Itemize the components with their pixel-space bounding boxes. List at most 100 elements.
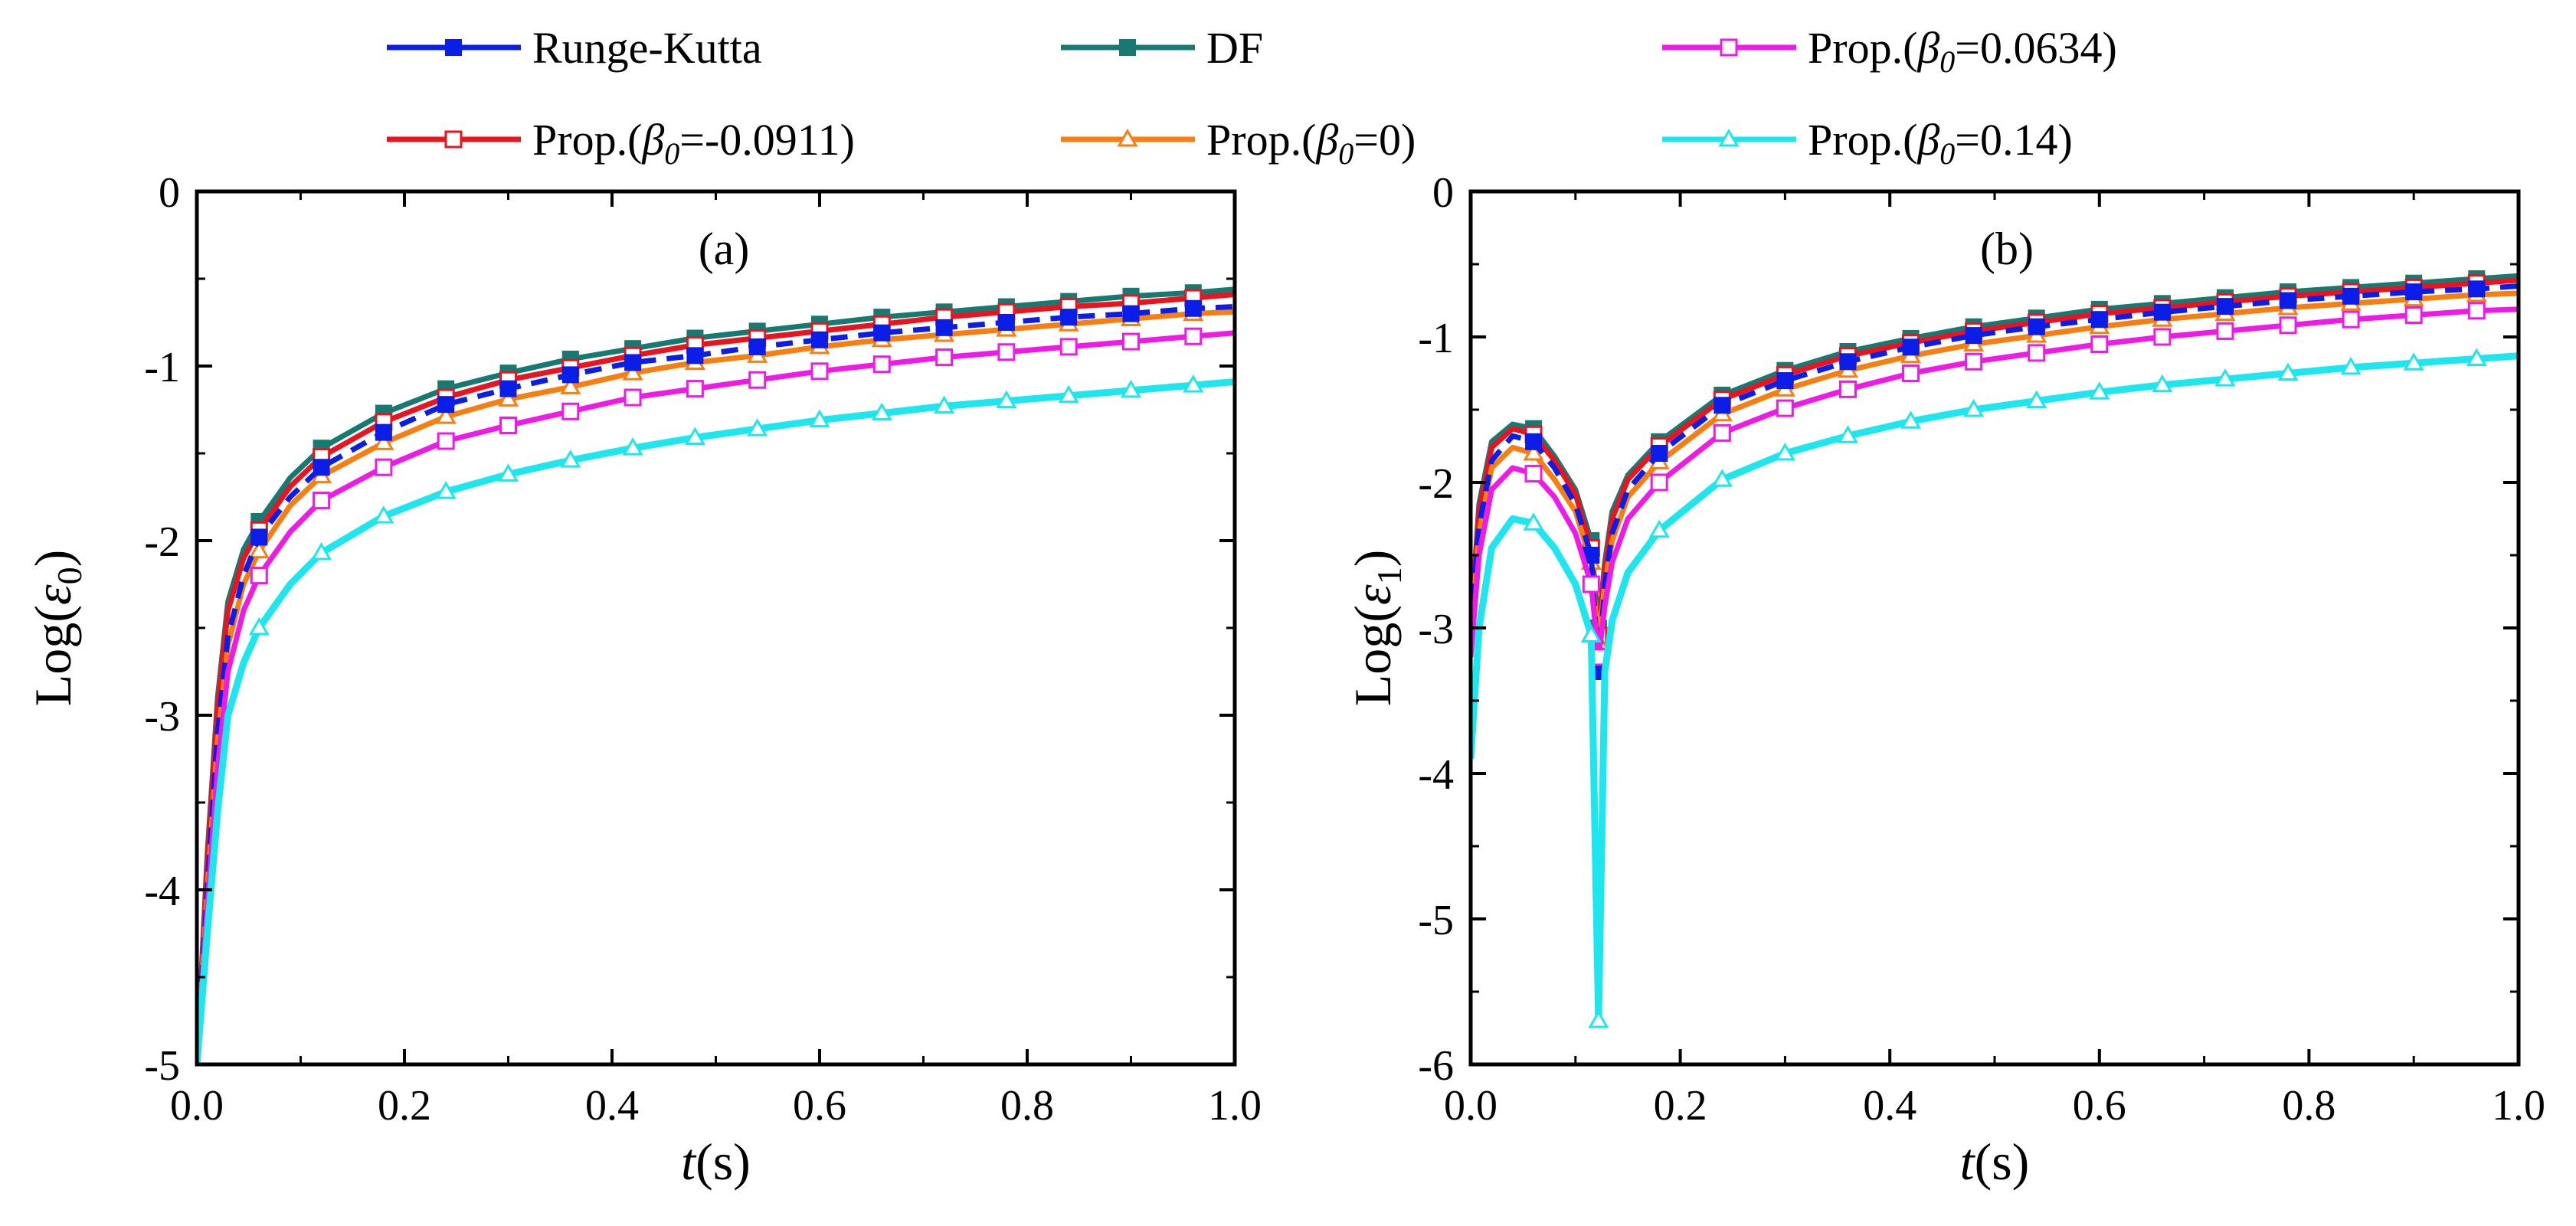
- data-point: [935, 319, 953, 336]
- legend-item: DF: [1061, 23, 1263, 73]
- data-point: [2279, 316, 2297, 335]
- data-point: [1838, 380, 1857, 398]
- data-point: [1184, 299, 1202, 317]
- data-point: [1839, 353, 1857, 371]
- data-point: [2214, 368, 2236, 387]
- data-point: [622, 437, 643, 456]
- y-tick-label: -4: [144, 868, 180, 915]
- data-point: [313, 459, 330, 476]
- x-tick-label: 0.2: [1654, 1082, 1707, 1130]
- data-point: [2216, 322, 2234, 340]
- data-point: [248, 617, 270, 636]
- legend-label: Prop.(β0=0): [1206, 115, 1416, 171]
- data-point: [1651, 445, 1668, 462]
- data-point: [997, 314, 1015, 331]
- data-point: [1588, 1010, 1609, 1028]
- data-point: [1902, 365, 1920, 382]
- x-tick-label: 0.6: [2073, 1082, 2126, 1130]
- data-point: [1183, 374, 1204, 393]
- data-point: [437, 432, 455, 450]
- data-point: [2468, 280, 2486, 298]
- data-point: [250, 528, 268, 546]
- legend-item: Prop.(β0=0.0634): [1662, 23, 2117, 79]
- data-point: [2466, 348, 2487, 366]
- plot-area: [197, 284, 1235, 1064]
- y-tick-label: -2: [144, 518, 180, 566]
- data-point: [561, 402, 580, 420]
- y-tick-label: -3: [144, 693, 180, 741]
- legend-marker: [445, 39, 462, 56]
- data-point: [2090, 311, 2108, 329]
- y-tick-label: -5: [1418, 897, 1454, 944]
- data-point: [748, 338, 766, 355]
- data-point: [2342, 310, 2360, 329]
- data-point: [1122, 305, 1140, 322]
- legend: Runge-Kutta DF Prop.(β0=0.0634) Prop.(β0=-0…: [387, 23, 2117, 171]
- data-point: [1900, 410, 1922, 429]
- legend-label: Prop.(β0=0.14): [1808, 115, 2073, 171]
- data-point: [1523, 512, 1544, 531]
- data-point: [560, 450, 581, 468]
- data-point: [1058, 384, 1079, 404]
- x-tick-label: 1.0: [2492, 1082, 2545, 1130]
- x-axis-title: t(s): [681, 1133, 751, 1191]
- data-point: [497, 388, 519, 407]
- plot-area: [1471, 270, 2519, 1028]
- data-point: [622, 362, 643, 381]
- x-axis-title: t(s): [1960, 1133, 2030, 1191]
- x-tick-label: 0.8: [1000, 1082, 1054, 1130]
- data-point: [871, 402, 892, 421]
- data-point: [2404, 306, 2423, 324]
- data-point: [1120, 379, 1142, 398]
- y-tick-label: -6: [1418, 1042, 1454, 1090]
- data-point: [437, 396, 455, 414]
- data-point: [1837, 425, 1859, 443]
- series-line: [1471, 352, 2519, 1025]
- data-point: [1650, 473, 1668, 492]
- data-point: [811, 331, 828, 348]
- data-point: [1965, 327, 1982, 345]
- legend-marker: [1119, 39, 1136, 56]
- data-point: [1122, 332, 1140, 351]
- data-point: [310, 541, 332, 561]
- data-point: [1774, 443, 1796, 461]
- data-point: [2089, 381, 2110, 400]
- data-point: [747, 418, 768, 436]
- series-line: [197, 309, 1235, 1064]
- data-point: [2026, 390, 2047, 409]
- y-tick-label: -3: [1418, 606, 1454, 653]
- data-point: [872, 355, 891, 374]
- x-tick-label: 0.8: [2282, 1082, 2335, 1130]
- data-point: [373, 432, 394, 450]
- x-tick-label: 0.0: [1444, 1082, 1497, 1130]
- data-point: [499, 417, 517, 435]
- data-point: [1963, 399, 1985, 417]
- series-line: [197, 330, 1235, 1064]
- legend-label: Runge-Kutta: [532, 23, 762, 73]
- x-tick-label: 0.6: [793, 1082, 846, 1130]
- data-point: [1525, 433, 1543, 450]
- legend-marker: [1718, 129, 1740, 147]
- data-point: [1580, 624, 1602, 642]
- legend-marker: [1720, 38, 1738, 57]
- data-point: [1524, 465, 1543, 483]
- series-line: [197, 304, 1235, 1064]
- legend-item: Prop.(β0=0.14): [1662, 115, 2073, 171]
- data-point: [1059, 338, 1078, 356]
- data-point: [1714, 397, 1731, 414]
- y-tick-label: -5: [144, 1042, 180, 1090]
- legend-marker: [1117, 129, 1138, 147]
- data-point: [435, 406, 457, 424]
- x-tick-label: 0.2: [378, 1082, 431, 1130]
- legend-item: Prop.(β0=0): [1061, 115, 1416, 171]
- data-point: [624, 354, 642, 371]
- data-point: [996, 390, 1017, 409]
- data-point: [2152, 374, 2173, 393]
- data-point: [2153, 328, 2172, 346]
- data-point: [2340, 356, 2362, 375]
- legend-item: Prop.(β0=-0.0911): [387, 115, 855, 171]
- legend-label: DF: [1206, 23, 1263, 73]
- legend-label: Prop.(β0=-0.0911): [532, 115, 855, 171]
- data-point: [624, 388, 642, 407]
